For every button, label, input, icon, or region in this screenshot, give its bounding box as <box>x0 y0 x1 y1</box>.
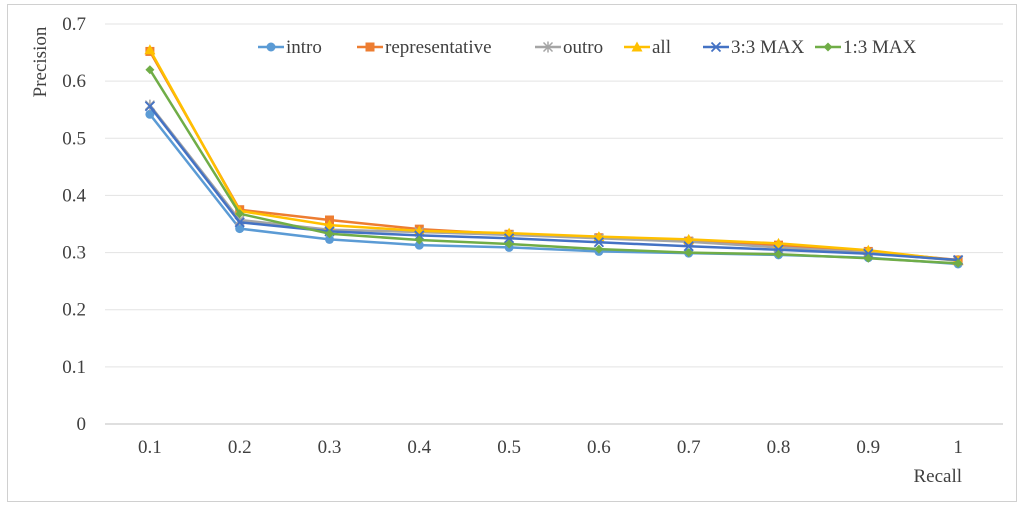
x-tick-label: 0.2 <box>228 437 252 458</box>
data-point <box>863 253 873 263</box>
legend-item: outro <box>535 37 603 58</box>
data-point <box>325 229 334 239</box>
data-point <box>953 258 963 268</box>
series-3-3-max <box>144 101 964 266</box>
x-tick-label: 0.9 <box>856 437 880 458</box>
legend-item: intro <box>258 37 322 58</box>
y-tick-label: 0.5 <box>62 128 86 149</box>
data-point <box>542 41 554 53</box>
data-point <box>144 44 156 55</box>
x-tick-label: 0.4 <box>407 437 431 458</box>
legend-label: representative <box>385 37 492 58</box>
series-1-3-max <box>145 65 963 268</box>
legend-item: 1:3 MAX <box>815 37 917 58</box>
data-point <box>710 41 722 53</box>
data-point <box>594 244 604 254</box>
series-line <box>148 104 959 262</box>
data-point <box>144 101 156 112</box>
data-point <box>235 209 245 219</box>
data-point <box>365 42 375 52</box>
x-tick-label: 0.7 <box>677 437 701 458</box>
data-point <box>324 219 335 230</box>
data-point <box>266 42 276 52</box>
legend-item: 3:3 MAX <box>703 37 805 58</box>
data-point <box>593 237 605 248</box>
legend: intro representative outro all 3:3 MAX 1:3 MA… <box>258 37 917 58</box>
data-point <box>863 248 874 259</box>
data-point <box>631 41 643 52</box>
data-point <box>683 241 694 252</box>
data-point <box>504 239 514 249</box>
series-intro <box>145 109 963 269</box>
legend-label: all <box>652 37 671 58</box>
x-tick-label: 1 <box>953 437 963 458</box>
grid-lines <box>105 23 1003 425</box>
y-axis-label: Precision <box>30 26 51 97</box>
y-tick-label: 0.2 <box>62 300 86 321</box>
x-axis-label: Recall <box>913 466 962 487</box>
data-point <box>774 249 783 259</box>
y-tick-labels: 0 0.1 0.2 0.3 0.4 0.5 0.6 0.7 <box>62 14 86 435</box>
y-tick-label: 0.3 <box>62 243 86 264</box>
data-point <box>683 233 695 244</box>
data-point <box>235 224 245 234</box>
legend-item: all <box>624 37 671 58</box>
y-tick-label: 0.6 <box>62 71 86 92</box>
x-tick-label: 0.5 <box>497 437 521 458</box>
data-point <box>503 233 515 244</box>
y-tick-label: 0 <box>77 414 87 435</box>
x-tick-label: 0.3 <box>318 437 342 458</box>
data-point <box>773 237 784 248</box>
data-point <box>325 234 334 244</box>
legend-label: 3:3 MAX <box>731 37 805 58</box>
x-tick-label: 0.1 <box>138 437 162 458</box>
x-tick-label: 0.8 <box>767 437 791 458</box>
data-point <box>414 240 424 250</box>
series-line <box>148 50 959 262</box>
data-point <box>823 42 833 52</box>
data-point <box>773 244 784 255</box>
y-tick-label: 0.4 <box>62 185 86 206</box>
legend-item: representative <box>357 37 492 58</box>
data-point <box>145 109 155 119</box>
series-line <box>148 69 959 265</box>
data-point <box>234 217 245 228</box>
data-point <box>862 244 874 255</box>
y-tick-label: 0.1 <box>62 357 86 378</box>
y-tick-label: 0.7 <box>62 14 86 35</box>
series-line <box>148 49 959 262</box>
legend-label: 1:3 MAX <box>843 37 917 58</box>
data-point <box>414 230 425 241</box>
data-point <box>414 235 424 245</box>
series-group <box>144 44 964 269</box>
x-tick-label: 0.6 <box>587 437 611 458</box>
legend-label: intro <box>286 37 322 58</box>
data-point <box>684 248 694 258</box>
series-line <box>148 105 959 262</box>
x-tick-labels: 0.1 0.2 0.3 0.4 0.5 0.6 0.7 0.8 0.9 1 <box>138 437 963 458</box>
data-point <box>145 65 155 75</box>
legend-label: outro <box>563 37 603 58</box>
